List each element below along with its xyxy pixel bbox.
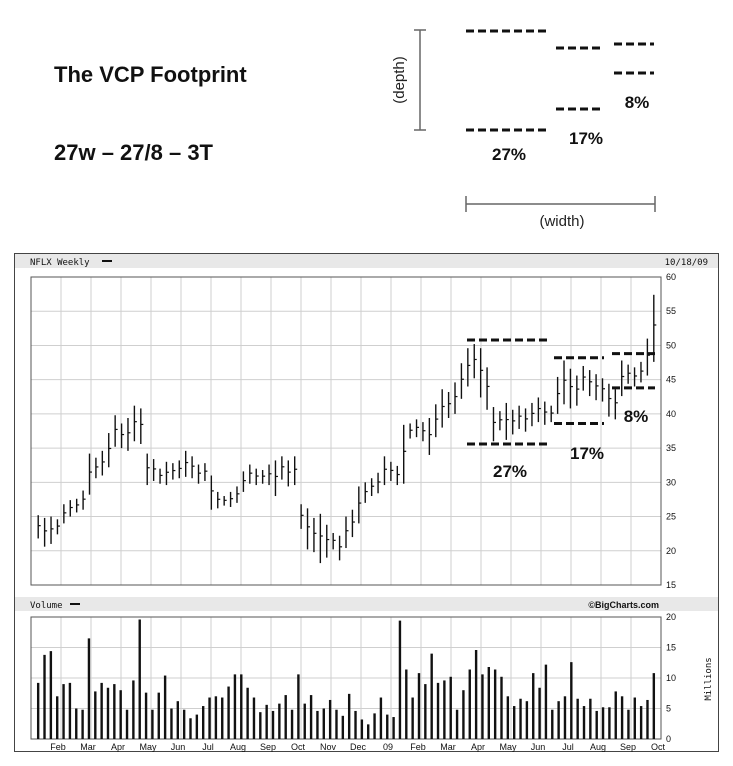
x-tick-label: Mar xyxy=(440,742,456,752)
volume-tick-label: 10 xyxy=(666,673,676,683)
chart-frame xyxy=(14,253,719,752)
x-tick-label: Apr xyxy=(111,742,125,752)
volume-tick-label: 0 xyxy=(666,734,671,744)
x-tick-label: Sep xyxy=(260,742,276,752)
chart-label-8: 8% xyxy=(624,407,649,426)
volume-header-bar xyxy=(15,597,718,611)
x-tick-label: Jun xyxy=(531,742,546,752)
price-tick-label: 35 xyxy=(666,443,676,453)
diagram-label-17: 17% xyxy=(569,129,603,148)
x-tick-label: Feb xyxy=(410,742,426,752)
price-tick-label: 15 xyxy=(666,580,676,590)
x-tick-label: Oct xyxy=(291,742,306,752)
stock-chart: NFLX Weekly 10/18/09 Volume ©BigCharts.c… xyxy=(14,253,719,752)
ticker-label: NFLX Weekly xyxy=(30,258,90,268)
date-label: 10/18/09 xyxy=(665,258,708,268)
volume-tick-label: 15 xyxy=(666,643,676,653)
volume-unit-label: Millions xyxy=(704,657,714,700)
volume-tick-label: 5 xyxy=(666,704,671,714)
price-plot-border xyxy=(30,276,662,586)
chart-label-27: 27% xyxy=(493,462,527,481)
price-tick-label: 55 xyxy=(666,306,676,316)
vcp-diagram: (depth) (width) 27% 17% 8% xyxy=(391,29,656,230)
volume-tick-label: 20 xyxy=(666,612,676,622)
price-tick-label: 60 xyxy=(666,272,676,282)
page-subtitle: 27w – 27/8 – 3T xyxy=(54,140,213,165)
x-tick-label: Feb xyxy=(50,742,66,752)
diagram-label-27: 27% xyxy=(492,145,526,164)
x-tick-label: Oct xyxy=(651,742,666,752)
depth-label: (depth) xyxy=(391,56,408,104)
price-tick-label: 20 xyxy=(666,546,676,556)
x-tick-label: Nov xyxy=(320,742,337,752)
page-title: The VCP Footprint xyxy=(54,62,247,87)
x-tick-label: Apr xyxy=(471,742,485,752)
price-tick-label: 45 xyxy=(666,375,676,385)
price-tick-label: 50 xyxy=(666,340,676,350)
x-tick-label: Dec xyxy=(350,742,367,752)
x-tick-label: Aug xyxy=(230,742,246,752)
price-header-bar xyxy=(15,254,718,268)
x-tick-label: 09 xyxy=(383,742,393,752)
x-tick-label: Jul xyxy=(202,742,214,752)
x-tick-label: Aug xyxy=(590,742,606,752)
x-tick-label: Jul xyxy=(562,742,574,752)
volume-label: Volume xyxy=(30,601,63,611)
x-tick-label: Mar xyxy=(80,742,96,752)
width-label: (width) xyxy=(539,213,584,230)
chart-label-17: 17% xyxy=(570,444,604,463)
source-label: ©BigCharts.com xyxy=(588,600,659,610)
x-tick-label: May xyxy=(139,742,157,752)
x-tick-label: Jun xyxy=(171,742,186,752)
x-tick-label: May xyxy=(499,742,517,752)
price-tick-label: 25 xyxy=(666,512,676,522)
volume-plot-border xyxy=(30,616,662,740)
price-tick-label: 30 xyxy=(666,477,676,487)
price-tick-label: 40 xyxy=(666,409,676,419)
x-tick-label: Sep xyxy=(620,742,636,752)
diagram-label-8: 8% xyxy=(625,93,650,112)
